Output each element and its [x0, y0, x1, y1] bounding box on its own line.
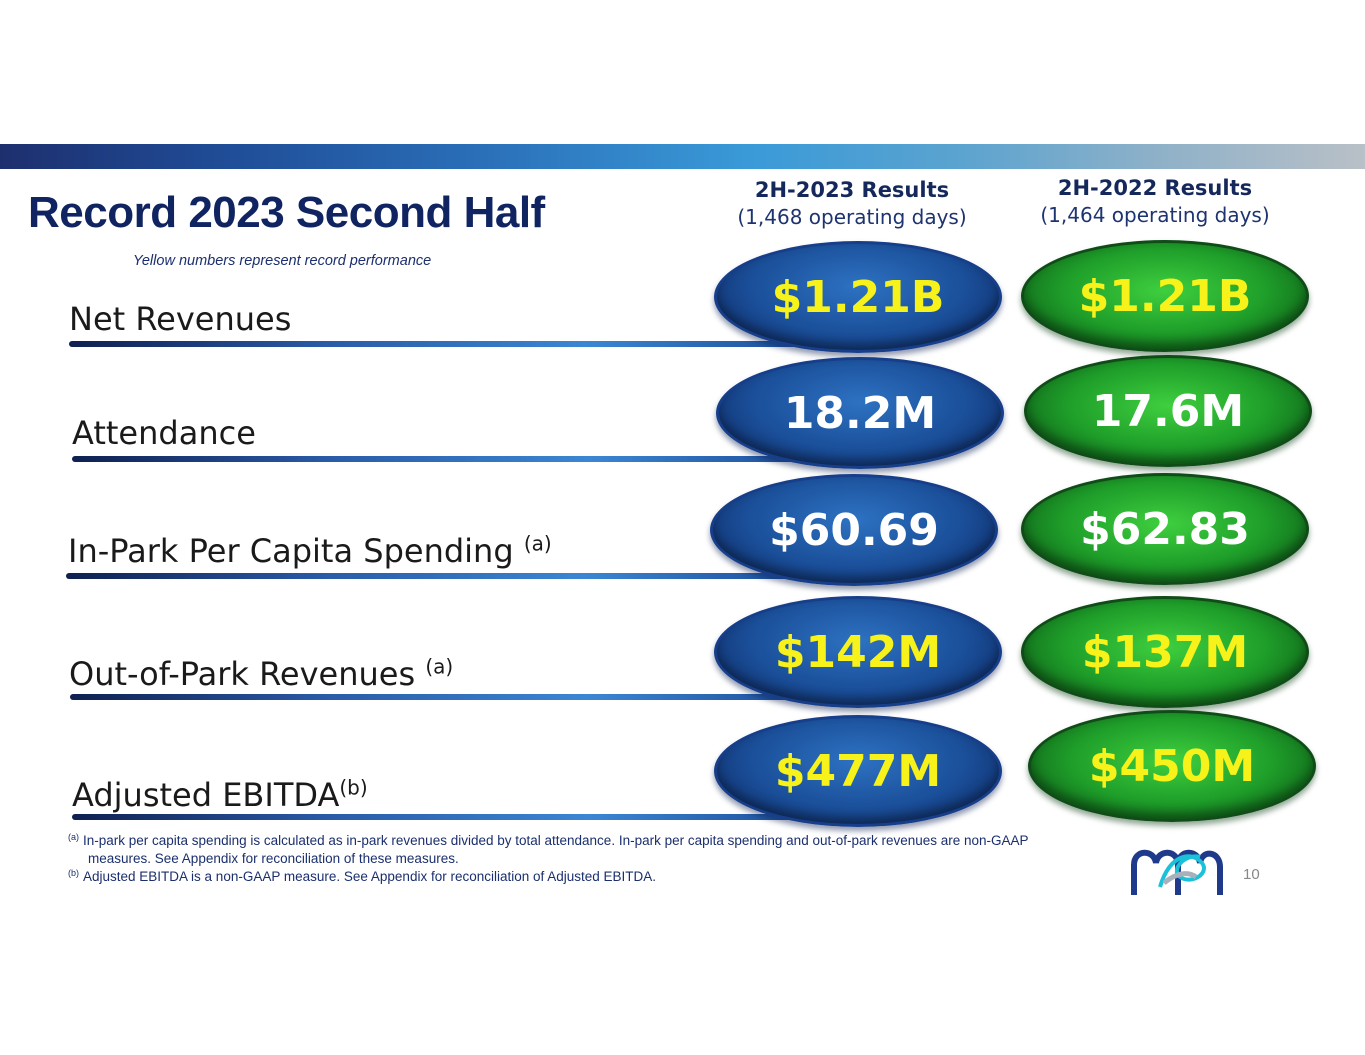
- value-text: $142M: [774, 626, 942, 678]
- page-subtitle: Yellow numbers represent record performa…: [133, 253, 432, 269]
- value-oval-2023-net-revenues: $1.21B: [714, 241, 1002, 353]
- value-oval-2022-attendance: 17.6M: [1024, 355, 1312, 467]
- row-label-in-park-per-capita: In-Park Per Capita Spending (a): [68, 532, 552, 570]
- footnote-a-continued: measures. See Appendix for reconciliatio…: [88, 851, 459, 866]
- value-text: $1.21B: [771, 271, 945, 323]
- column-heading: 2H-2022 Results: [1057, 176, 1253, 200]
- value-oval-2023-out-of-park: $142M: [714, 596, 1002, 708]
- footnote-a: (a) In-park per capita spending is calcul…: [68, 832, 1098, 850]
- row-label-adjusted-ebitda: Adjusted EBITDA(b): [72, 776, 368, 814]
- value-oval-2023-adjusted-ebitda: $477M: [714, 715, 1002, 827]
- value-oval-2022-net-revenues: $1.21B: [1021, 240, 1309, 352]
- row-label-out-of-park-revenues: Out-of-Park Revenues (a): [69, 655, 453, 693]
- column-days: (1,464 operating days): [1040, 203, 1270, 227]
- row-label-net-revenues: Net Revenues: [69, 300, 291, 338]
- value-oval-2022-adjusted-ebitda: $450M: [1028, 710, 1316, 822]
- value-text: $62.83: [1080, 503, 1250, 555]
- row-underline: [72, 814, 812, 820]
- value-oval-2022-in-park-per-capita: $62.83: [1021, 473, 1309, 585]
- row-label-text: In-Park Per Capita Spending: [68, 532, 514, 570]
- value-text: $137M: [1081, 626, 1249, 678]
- row-label-text: Out-of-Park Revenues: [69, 655, 416, 693]
- value-text: $477M: [774, 745, 942, 797]
- value-text: $60.69: [769, 504, 939, 556]
- row-underline: [70, 694, 810, 700]
- footnote-marker: (b): [339, 775, 368, 800]
- column-days: (1,468 operating days): [737, 205, 967, 229]
- company-logo-icon: [1131, 849, 1223, 895]
- value-text: 17.6M: [1091, 385, 1245, 437]
- value-text: 18.2M: [783, 387, 937, 439]
- footnote-mark: (b): [68, 867, 79, 878]
- footnote-b: (b) Adjusted EBITDA is a non-GAAP measure…: [68, 868, 1098, 886]
- footnotes: (a) In-park per capita spending is calcul…: [68, 832, 1098, 886]
- value-oval-2023-in-park-per-capita: $60.69: [710, 474, 998, 586]
- footnote-text: In-park per capita spending is calculate…: [83, 833, 1029, 848]
- footnote-text: Adjusted EBITDA is a non-GAAP measure. S…: [83, 869, 657, 884]
- row-underline: [66, 573, 806, 579]
- footnote-mark: (a): [68, 831, 79, 842]
- page-title: Record 2023 Second Half: [28, 188, 545, 237]
- row-label-text: Attendance: [72, 414, 256, 452]
- column-header-2023: 2H-2023 Results (1,468 operating days): [712, 177, 992, 231]
- row-underline: [69, 341, 809, 347]
- value-oval-2023-attendance: 18.2M: [716, 357, 1004, 469]
- column-header-2022: 2H-2022 Results (1,464 operating days): [1015, 175, 1295, 229]
- row-label-text: Adjusted EBITDA: [72, 776, 340, 814]
- page-number: 10: [1243, 866, 1260, 883]
- value-text: $1.21B: [1078, 270, 1252, 322]
- value-oval-2022-out-of-park: $137M: [1021, 596, 1309, 708]
- footnote-marker: (a): [425, 654, 454, 679]
- column-heading: 2H-2023 Results: [754, 178, 950, 202]
- header-gradient-banner: [0, 144, 1365, 169]
- row-underline: [72, 456, 812, 462]
- footnote-marker: (a): [523, 531, 552, 556]
- row-label-attendance: Attendance: [72, 414, 256, 452]
- value-text: $450M: [1088, 740, 1256, 792]
- row-label-text: Net Revenues: [69, 300, 292, 338]
